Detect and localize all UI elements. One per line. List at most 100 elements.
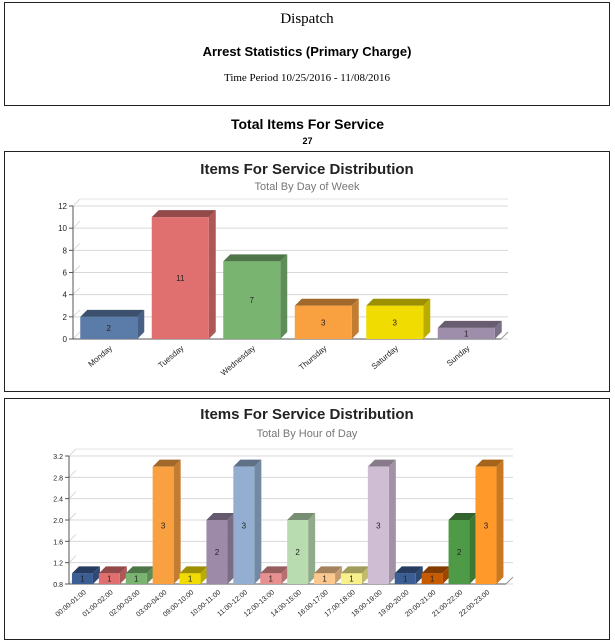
bar-front [366,305,424,339]
gridline [68,448,77,457]
bar-side [280,254,288,339]
bar-top [287,513,316,520]
chart-day-of-week: Items For Service Distribution Total By D… [4,151,610,392]
bar-side [200,566,208,584]
gridline [72,198,81,207]
chart-hour-of-day: Items For Service Distribution Total By H… [4,398,610,640]
bar-front [294,305,352,339]
bar-front [152,466,174,584]
bar-front [233,466,255,584]
data-label: 11 [176,274,185,283]
bar-top [98,566,127,574]
y-tick-label: 4 [63,291,68,300]
bar-front [287,520,309,584]
bar-side [254,459,262,584]
bar-side [361,566,369,584]
bar-top [448,513,477,520]
bar-side [335,566,343,584]
bar-side [388,459,396,584]
bar [206,513,235,584]
bar-front [475,466,497,584]
y-tick-label: 1.6 [53,539,63,546]
gridline [68,512,77,521]
gridline [68,491,77,500]
data-label: 1 [269,575,274,584]
data-label: 1 [134,575,139,584]
bar-top [206,513,235,520]
bar-front [340,573,362,584]
bar [421,566,450,584]
bar [294,298,359,339]
bar [233,459,262,584]
bar-side [92,566,100,584]
bar-top [340,566,369,574]
chart-subtitle: Total By Day of Week [255,181,360,193]
bar-side [119,566,127,584]
bar [314,566,343,584]
gridline [68,533,77,542]
bar [125,566,154,584]
bar-side [469,513,477,584]
bar-top [125,566,154,574]
bar-top [475,459,504,467]
y-tick-label: 2 [63,313,68,322]
bar [394,566,423,584]
y-tick-label: 2.8 [53,475,63,482]
bar-front [367,466,389,584]
x-tick-label: Monday [86,344,114,369]
bar-top [152,459,181,467]
chart-title: Items For Service Distribution [200,406,413,423]
bar [340,566,369,584]
data-label: 2 [215,548,220,557]
bar [287,513,316,584]
x-tick-label: Thursday [297,344,328,372]
data-label: 1 [430,575,435,584]
bar-top [151,210,216,218]
gridline [68,555,77,564]
bar [152,459,181,584]
data-label: 3 [393,318,398,327]
data-label: 3 [242,521,247,530]
chart-day-of-week-svg: Items For Service Distribution Total By D… [58,161,509,378]
data-label: 3 [321,318,326,327]
y-tick-label: 1.2 [53,561,63,568]
data-label: 3 [484,521,489,530]
bar-top [260,566,289,574]
bar [366,298,431,339]
x-axis-depth [500,331,509,340]
bar-side [496,459,504,584]
report-title: Dispatch [280,11,334,27]
data-label: 2 [457,548,462,557]
gridline [72,331,81,340]
bar-front [151,217,209,339]
bar-front [223,261,281,339]
data-label: 1 [349,575,354,584]
bar [475,459,504,584]
bar-front [448,520,470,584]
bar-top [366,298,431,306]
data-label: 1 [80,575,85,584]
y-tick-label: 2.4 [53,497,63,504]
y-tick-label: 2.0 [53,518,63,525]
bar-top [179,566,208,574]
data-label: 1 [464,329,469,338]
bar-side [423,298,431,339]
x-axis-depth [505,576,514,585]
bar-top [294,298,359,306]
bar-front [80,316,138,339]
bar [71,566,100,584]
bar-top [367,459,396,467]
bar-top [71,566,100,574]
bar-top [421,566,450,574]
data-label: 3 [161,521,166,530]
y-tick-label: 0 [63,335,68,344]
bar-top [437,320,502,328]
bar [223,254,288,339]
bar-front [437,327,495,339]
bar [367,459,396,584]
gridline [72,309,81,318]
bar [448,513,477,584]
bar [260,566,289,584]
gridline [68,469,77,478]
bar-side [208,210,216,339]
